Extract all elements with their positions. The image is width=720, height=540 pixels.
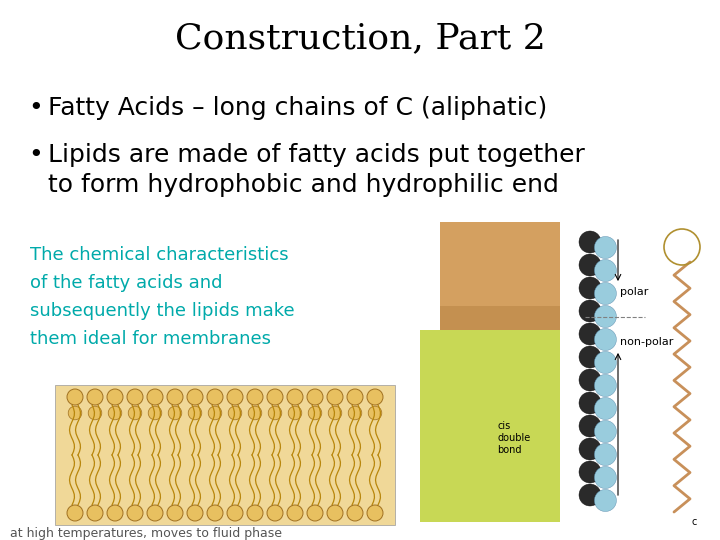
Circle shape [595,397,616,420]
Circle shape [67,505,83,521]
Circle shape [595,375,616,396]
Text: at high temperatures, moves to fluid phase: at high temperatures, moves to fluid pha… [10,526,282,539]
Circle shape [268,406,282,420]
Circle shape [287,389,303,405]
Circle shape [579,438,601,460]
Circle shape [107,505,123,521]
Circle shape [267,389,283,405]
Circle shape [147,505,163,521]
Circle shape [108,406,122,420]
Circle shape [595,306,616,327]
Circle shape [579,369,601,391]
Text: •: • [28,143,42,167]
Circle shape [579,484,601,506]
Circle shape [348,406,362,420]
Circle shape [327,389,343,405]
Circle shape [579,415,601,437]
Circle shape [208,406,222,420]
Circle shape [367,505,383,521]
Bar [440,306,560,330]
Bar [55,385,395,525]
Circle shape [579,254,601,276]
Circle shape [308,406,322,420]
Circle shape [368,406,382,420]
Circle shape [267,505,283,521]
Circle shape [288,406,302,420]
Circle shape [595,260,616,281]
Circle shape [87,389,103,405]
Text: Fatty Acids – long chains of C (aliphatic): Fatty Acids – long chains of C (aliphati… [48,96,547,120]
Circle shape [328,406,342,420]
Circle shape [595,282,616,305]
Circle shape [595,352,616,374]
Circle shape [579,231,601,253]
Text: non-polar: non-polar [620,337,673,347]
Circle shape [247,389,263,405]
Circle shape [327,505,343,521]
Text: to form hydrophobic and hydrophilic end: to form hydrophobic and hydrophilic end [48,173,559,197]
Circle shape [595,237,616,259]
Circle shape [595,489,616,511]
Text: Construction, Part 2: Construction, Part 2 [175,21,545,55]
Circle shape [579,392,601,414]
Circle shape [595,421,616,442]
Bar [420,330,560,522]
Circle shape [595,467,616,489]
Circle shape [347,389,363,405]
Text: The chemical characteristics: The chemical characteristics [30,246,289,264]
Text: •: • [28,96,42,120]
Circle shape [579,300,601,322]
Circle shape [107,389,123,405]
Circle shape [248,406,262,420]
Circle shape [148,406,162,420]
Circle shape [247,505,263,521]
Text: subsequently the lipids make: subsequently the lipids make [30,302,294,320]
Text: polar: polar [620,287,649,297]
Circle shape [595,328,616,350]
Circle shape [147,389,163,405]
Text: c: c [692,517,698,527]
Circle shape [187,389,203,405]
Circle shape [579,277,601,299]
Bar [440,222,560,306]
Circle shape [579,346,601,368]
Text: Lipids are made of fatty acids put together: Lipids are made of fatty acids put toget… [48,143,585,167]
Circle shape [228,406,242,420]
Circle shape [87,505,103,521]
Circle shape [287,505,303,521]
Circle shape [207,505,223,521]
Circle shape [67,389,83,405]
Circle shape [227,505,243,521]
Circle shape [128,406,142,420]
Circle shape [595,443,616,465]
Circle shape [167,505,183,521]
Circle shape [167,389,183,405]
Circle shape [579,461,601,483]
Circle shape [579,323,601,345]
Circle shape [227,389,243,405]
Circle shape [127,505,143,521]
Text: cis
double
bond: cis double bond [497,421,530,455]
Circle shape [347,505,363,521]
Circle shape [89,406,102,420]
Circle shape [168,406,181,420]
Circle shape [307,389,323,405]
Circle shape [127,389,143,405]
Circle shape [188,406,202,420]
Circle shape [367,389,383,405]
Text: of the fatty acids and: of the fatty acids and [30,274,222,292]
Circle shape [207,389,223,405]
Text: them ideal for membranes: them ideal for membranes [30,330,271,348]
Circle shape [68,406,82,420]
Circle shape [187,505,203,521]
Circle shape [307,505,323,521]
